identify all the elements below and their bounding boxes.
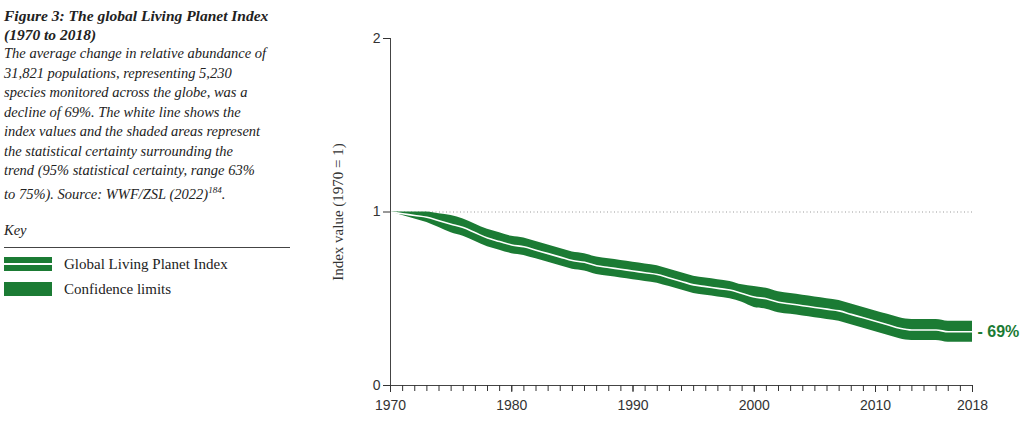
html-text:Confidence limits: Confidence limits (64, 280, 172, 297)
svg-text:0: 0 (373, 377, 381, 393)
svg-text:2018: 2018 (957, 397, 988, 413)
svg-text:Index value (1970 = 1): Index value (1970 = 1) (330, 143, 347, 281)
svg-text:- 69%: - 69% (978, 323, 1020, 340)
svg-text:1: 1 (373, 203, 381, 219)
svg-text:2000: 2000 (739, 397, 770, 413)
svg-text:2010: 2010 (860, 397, 891, 413)
svg-text:1980: 1980 (496, 397, 527, 413)
html-text:Figure 3: The global Living Pl: Figure 3: The global Living Planet Index… (4, 7, 269, 43)
svg-text:1970: 1970 (375, 397, 406, 413)
html-text:Global Living Planet Index: Global Living Planet Index (64, 255, 228, 272)
html-text:Key: Key (4, 221, 27, 238)
svg-text:2: 2 (373, 30, 381, 46)
html-text:The average change in relative: The average change in relative abundance… (4, 45, 266, 202)
svg-text:1990: 1990 (617, 397, 648, 413)
